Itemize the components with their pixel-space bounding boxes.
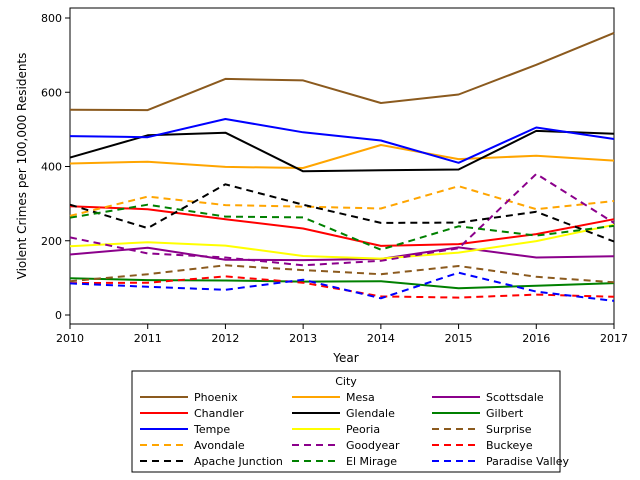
series-line-buckeye (69, 275, 615, 299)
legend-label-tempe: Tempe (193, 423, 230, 436)
series-line-goodyear (69, 172, 615, 267)
x-tick-label: 2011 (134, 332, 162, 345)
series-layer (69, 31, 615, 302)
legend-label-paradise-valley: Paradise Valley (486, 455, 569, 468)
y-tick-label: 200 (41, 235, 62, 248)
x-tick-label: 2016 (522, 332, 550, 345)
x-tick-label: 2014 (367, 332, 395, 345)
y-axis-label: Violent Crimes per 100,000 Residents (15, 53, 29, 280)
legend-title: City (335, 375, 357, 388)
series-line-gilbert (69, 277, 615, 290)
x-tick-label: 2015 (445, 332, 473, 345)
series-line-el-mirage (69, 203, 615, 251)
legend-items: Phoenix Mesa Scottsdale Chandler Glendale Gil… (140, 391, 569, 468)
x-tick-label: 2010 (56, 332, 84, 345)
legend-label-el-mirage: El Mirage (346, 455, 397, 468)
y-tick-label: 0 (55, 309, 62, 322)
x-axis: 2010 2011 2012 2013 2014 2015 2016 2017 (56, 324, 628, 345)
legend-label-goodyear: Goodyear (346, 439, 400, 452)
legend-label-peoria: Peoria (346, 423, 380, 436)
series-line-avondale (69, 185, 615, 217)
series-line-paradise-valley (69, 271, 615, 302)
y-axis: 0 200 400 600 800 (41, 12, 70, 322)
y-tick-label: 600 (41, 86, 62, 99)
legend: City Phoenix Mesa Scottsdale Chandler Glenda… (131, 370, 569, 473)
legend-label-buckeye: Buckeye (486, 439, 533, 452)
series-line-apache-junction (69, 183, 615, 243)
legend-label-avondale: Avondale (194, 439, 245, 452)
series-line-tempe (69, 118, 615, 164)
y-tick-label: 400 (41, 161, 62, 174)
x-tick-label: 2017 (600, 332, 628, 345)
legend-label-chandler: Chandler (194, 407, 244, 420)
legend-label-gilbert: Gilbert (486, 407, 524, 420)
x-tick-label: 2012 (211, 332, 239, 345)
legend-label-surprise: Surprise (486, 423, 532, 436)
x-tick-label: 2013 (289, 332, 317, 345)
series-line-scottsdale (69, 246, 615, 262)
legend-label-scottsdale: Scottsdale (486, 391, 544, 404)
legend-label-apache-junction: Apache Junction (194, 455, 283, 468)
x-axis-label: Year (332, 351, 358, 365)
series-line-mesa (69, 144, 615, 169)
series-line-peoria (69, 223, 615, 260)
legend-label-mesa: Mesa (346, 391, 375, 404)
legend-label-glendale: Glendale (346, 407, 395, 420)
legend-frame (131, 370, 561, 473)
y-tick-label: 800 (41, 12, 62, 25)
series-line-phoenix (69, 31, 615, 112)
legend-label-phoenix: Phoenix (194, 391, 238, 404)
series-line-chandler (69, 205, 615, 247)
